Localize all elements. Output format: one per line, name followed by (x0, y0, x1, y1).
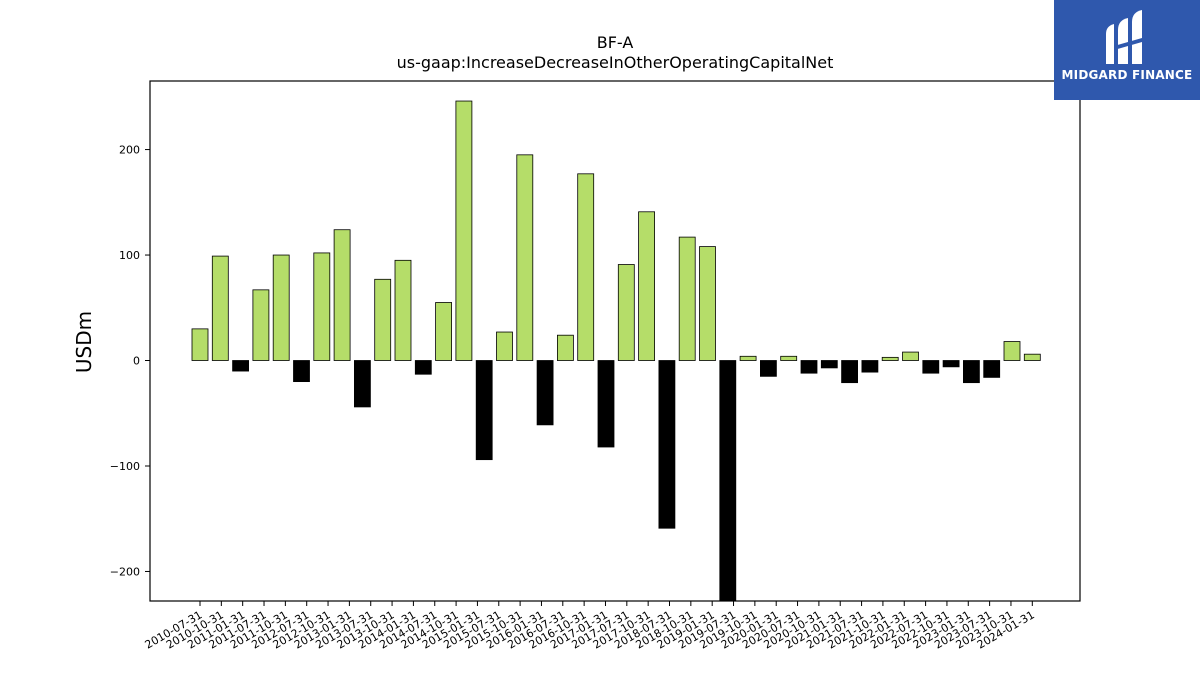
bar (353, 360, 371, 408)
bar (902, 351, 919, 361)
y-tick-label: 100 (119, 249, 140, 262)
bar (394, 259, 412, 361)
bar (232, 360, 250, 372)
logo-text: MIDGARD FINANCE (1061, 68, 1193, 82)
bar (820, 360, 838, 369)
y-tick-label: −100 (110, 460, 140, 473)
plot-frame (149, 80, 1081, 602)
bar (272, 254, 290, 361)
bar (557, 334, 574, 361)
bar (374, 278, 392, 361)
chart-subtitle: us-gaap:IncreaseDecreaseInOtherOperating… (397, 53, 834, 72)
bar (963, 360, 980, 384)
bar (293, 360, 310, 383)
bar (211, 255, 229, 361)
bars-group (191, 100, 1041, 602)
bar (516, 154, 534, 361)
bar (536, 360, 554, 426)
bar (496, 331, 513, 361)
bar (577, 173, 595, 361)
y-tick-label: −200 (110, 565, 140, 578)
bar (739, 355, 757, 361)
bar (1023, 353, 1041, 361)
y-tick-label: 200 (119, 144, 140, 157)
bar (983, 360, 1001, 378)
bar (760, 360, 777, 377)
bar (922, 360, 940, 374)
bar (435, 302, 453, 361)
bar (333, 229, 351, 361)
bar (658, 360, 676, 529)
bar (455, 100, 473, 361)
bar (191, 328, 209, 361)
bar (841, 360, 858, 384)
bar (597, 360, 615, 448)
x-ticks: 2010-07-312010-10-312011-01-312011-07-31… (143, 601, 1037, 652)
bar (699, 246, 716, 361)
brand-logo: MIDGARD FINANCE (1054, 0, 1200, 100)
bar (719, 360, 737, 602)
bar (617, 264, 635, 361)
bar (313, 252, 331, 361)
bar (1003, 341, 1021, 361)
bar (252, 289, 270, 361)
bar (800, 360, 818, 374)
bar (678, 236, 696, 361)
y-axis-label: USDm (72, 311, 96, 373)
y-ticks: −200 −100 0 100 200 (110, 144, 150, 578)
bar (475, 360, 493, 461)
bar (638, 211, 655, 361)
bar (942, 360, 960, 368)
logo-mark-icon (1106, 10, 1142, 64)
bar (414, 360, 432, 375)
bar (780, 355, 798, 361)
y-tick-label: 0 (133, 355, 140, 368)
bar (881, 356, 899, 361)
chart-title: BF-A (597, 33, 634, 52)
bar (861, 360, 879, 373)
